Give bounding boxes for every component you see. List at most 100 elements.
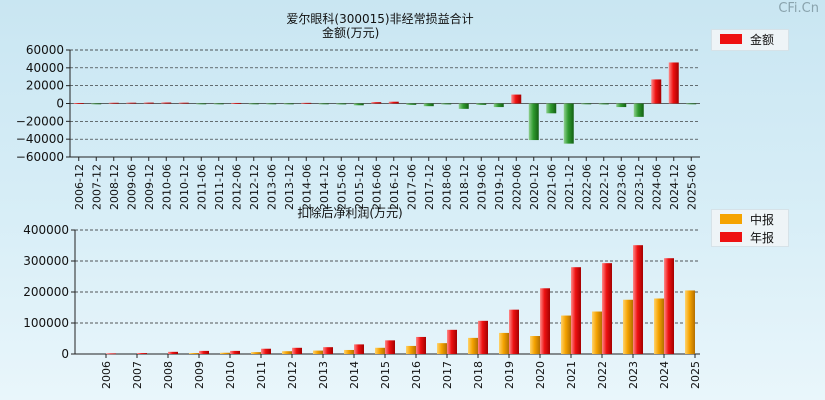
chart2-bar-zhongbao: [530, 336, 540, 354]
chart1-bar: [423, 103, 434, 107]
chart1-xtick-label: 2021-12: [563, 164, 576, 210]
chart1-bar: [231, 102, 242, 104]
legend-label-zhongbao: 中报: [750, 212, 775, 227]
chart1-xtick-label: 2011-06: [195, 164, 208, 210]
chart1-bar: [161, 102, 172, 104]
chart1-legend-item: 金额: [712, 30, 788, 48]
chart1-xtick-label: 2014-06: [300, 164, 313, 210]
chart2-bar-zhongbao: [406, 345, 416, 354]
chart1-bar: [476, 103, 487, 105]
chart1-bar: [301, 102, 312, 104]
chart1-xtick-label: 2013-12: [283, 164, 296, 210]
chart2-ytick-label: 200000: [23, 285, 69, 299]
chart1-xtick-label: 2009-12: [143, 164, 156, 210]
chart1-bar: [633, 103, 644, 117]
chart1-bar: [598, 103, 609, 105]
chart1-xtick-label: 2010-06: [160, 164, 173, 210]
chart1-bar: [493, 103, 504, 108]
chart2-xtick-label: 2019: [503, 361, 516, 389]
chart1-subtitle: 金额(万元): [322, 26, 380, 40]
chart1-xtick-label: 2015-12: [353, 164, 366, 210]
chart1-xtick-label: 2024-12: [668, 164, 681, 210]
chart2-xtick-label: 2014: [348, 361, 361, 389]
chart1-ytick-label: −60000: [16, 150, 64, 164]
chart1-bar: [248, 103, 259, 105]
chart2-bar-zhongbao: [592, 311, 602, 354]
chart1-bar: [318, 103, 329, 105]
chart2-bar-nianbao: [416, 336, 426, 354]
chart1-xtick-label: 2010-12: [178, 164, 191, 210]
chart2-xtick-label: 2013: [317, 361, 330, 389]
chart2-bar-nianbao: [664, 258, 674, 354]
chart1-bar: [108, 102, 119, 104]
chart1-xtick-label: 2020-06: [510, 164, 523, 210]
chart1-xtick-label: 2019-12: [493, 164, 506, 210]
chart2-bar-nianbao: [137, 353, 147, 354]
chart1-xtick-label: 2012-12: [248, 164, 261, 210]
chart2-ytick-label: 100000: [23, 316, 69, 330]
legend-label-jine: 金额: [750, 32, 775, 47]
legend-swatch-jine: [720, 34, 742, 44]
chart1-xtick-label: 2019-06: [475, 164, 488, 210]
chart2-xtick-label: 2025: [689, 361, 702, 389]
chart1-bar: [213, 103, 224, 105]
chart1-xtick-label: 2018-12: [458, 164, 471, 210]
chart1-ytick-label: 20000: [26, 79, 64, 93]
chart1-xtick-label: 2023-12: [633, 164, 646, 210]
chart2-xtick-label: 2008: [162, 361, 175, 389]
chart2-bar-nianbao: [323, 347, 333, 354]
chart1-xtick-label: 2008-12: [108, 164, 121, 210]
chart2-bar-zhongbao: [282, 351, 292, 354]
chart2-xtick-label: 2007: [131, 361, 144, 389]
chart1-xtick-label: 2022-06: [580, 164, 593, 210]
chart2-ytick-label: 0: [61, 347, 69, 361]
chart1-xtick-label: 2025-06: [685, 164, 698, 210]
chart1-bar: [371, 102, 382, 104]
chart1-bar: [266, 103, 277, 105]
chart1-xtick-label: 2016-12: [388, 164, 401, 210]
chart2-bar-nianbao: [478, 320, 488, 354]
chart1-bar: [511, 94, 522, 104]
chart2-bar-nianbao: [540, 288, 550, 354]
chart1-bar: [616, 103, 627, 108]
chart2-bar-zhongbao: [654, 298, 664, 354]
chart1-bar: [91, 103, 102, 105]
chart1-xtick-label: 2013-06: [265, 164, 278, 210]
chart1-xtick-label: 2015-06: [335, 164, 348, 210]
chart1-xtick-label: 2014-12: [318, 164, 331, 210]
chart1-bar: [388, 101, 399, 104]
chart1-bar: [353, 103, 364, 106]
chart1-xtick-label: 2012-06: [230, 164, 243, 210]
chart1-xtick-label: 2017-06: [405, 164, 418, 210]
chart2-bar-zhongbao: [375, 347, 385, 354]
chart2-bar-nianbao: [168, 351, 178, 354]
chart2-bar-zhongbao: [685, 290, 695, 354]
chart2-bar-nianbao: [106, 353, 116, 355]
chart2-xtick-label: 2023: [627, 361, 640, 389]
chart2-legend-item: 年报: [712, 228, 788, 246]
chart2-bar-nianbao: [230, 350, 240, 354]
chart2-bar-zhongbao: [468, 337, 478, 354]
chart1-xtick-label: 2009-06: [125, 164, 138, 210]
chart1-bar: [283, 103, 294, 105]
chart1-xtick-label: 2016-06: [370, 164, 383, 210]
legend-swatch-nianbao: [720, 232, 742, 242]
chart1-xtick-label: 2007-12: [90, 164, 103, 210]
chart1-bar: [196, 103, 207, 105]
chart1-xtick-label: 2022-12: [598, 164, 611, 210]
chart1-xtick-label: 2020-12: [528, 164, 541, 210]
chart2-xtick-label: 2015: [379, 361, 392, 389]
chart2-xtick-label: 2021: [565, 361, 578, 389]
chart2-bar-zhongbao: [344, 349, 354, 354]
chart2-bar-zhongbao: [313, 350, 323, 354]
chart1-ytick-label: −40000: [16, 132, 64, 146]
chart1-xtick-label: 2017-12: [423, 164, 436, 210]
chart2-legend-item: 中报: [712, 210, 788, 228]
chart2-bar-nianbao: [199, 350, 209, 354]
chart2-bar-nianbao: [509, 309, 519, 354]
chart2-bar-zhongbao: [251, 352, 261, 354]
chart2-bar-zhongbao: [189, 353, 199, 354]
chart1-xtick-label: 2024-06: [650, 164, 663, 210]
chart1-bar: [441, 103, 452, 105]
